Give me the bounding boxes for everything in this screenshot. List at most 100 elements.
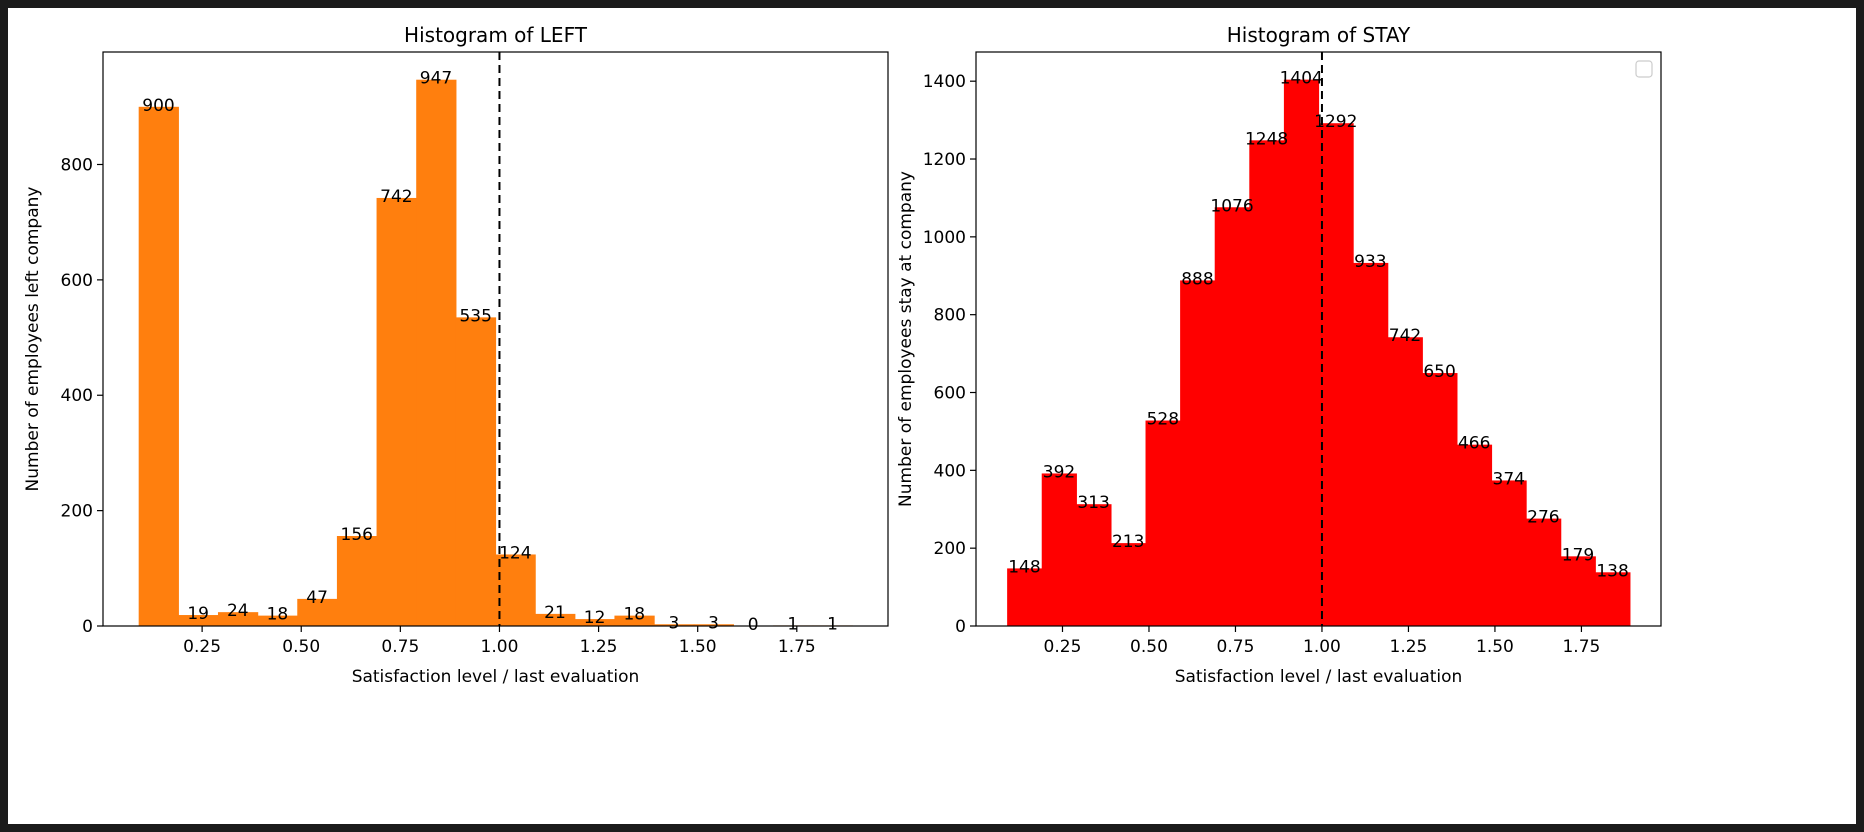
- histogram-bar: [336, 536, 378, 626]
- bar-value-label: 156: [341, 525, 373, 545]
- bar-value-label: 888: [1181, 269, 1213, 289]
- y-axis-label: Number of employees left company: [23, 187, 43, 492]
- histogram-bar: [693, 624, 734, 626]
- bar-value-label: 179: [1562, 545, 1594, 565]
- x-axis-label: Satisfaction level / last evaluation: [1175, 667, 1463, 687]
- chart-title: Histogram of STAY: [1227, 23, 1411, 47]
- legend-box: [1635, 60, 1653, 78]
- histogram-bar: [1560, 556, 1596, 626]
- bar-value-label: 742: [380, 187, 412, 207]
- x-tick-label: 0.25: [183, 637, 221, 657]
- y-tick-label: 400: [934, 461, 966, 481]
- histogram-bar: [1456, 444, 1493, 626]
- bar-value-label: 947: [420, 69, 452, 89]
- bar-value-label: 742: [1389, 326, 1421, 346]
- bar-value-label: 650: [1423, 362, 1455, 382]
- histogram-bar: [1214, 207, 1250, 627]
- bar-value-label: 933: [1354, 252, 1386, 272]
- y-tick-label: 800: [61, 155, 93, 175]
- histogram-bar: [1595, 572, 1631, 626]
- histogram-bar: [1318, 123, 1354, 627]
- histogram-bar: [495, 554, 536, 626]
- histogram-bar: [138, 106, 179, 627]
- bar-value-label: 21: [544, 603, 566, 623]
- histogram-bar: [1353, 262, 1389, 626]
- bar-value-label: 1: [787, 614, 798, 634]
- x-tick-label: 1.25: [1390, 637, 1428, 657]
- histogram-bar: [654, 624, 695, 626]
- plot-frame: [975, 51, 1662, 627]
- bar-value-label: 313: [1077, 493, 1109, 513]
- histogram-bar: [1526, 518, 1562, 626]
- y-tick-label: 200: [61, 502, 93, 522]
- y-tick-label: 400: [61, 386, 93, 406]
- x-tick-label: 0.75: [381, 637, 419, 657]
- histogram-bar: [1041, 473, 1077, 626]
- x-axis-label: Satisfaction level / last evaluation: [352, 667, 640, 687]
- histogram-bar: [455, 317, 497, 626]
- bar-value-label: 0: [748, 615, 759, 635]
- y-tick-label: 800: [934, 306, 966, 326]
- histogram-bar: [1249, 140, 1285, 626]
- x-tick-label: 0.25: [1044, 637, 1082, 657]
- histogram-bar: [1387, 337, 1423, 626]
- y-tick-label: 200: [934, 539, 966, 559]
- x-tick-label: 1.75: [1562, 637, 1600, 657]
- histogram-bar: [1283, 79, 1320, 627]
- x-tick-label: 1.50: [1476, 637, 1514, 657]
- x-tick-label: 1.50: [679, 637, 717, 657]
- chart-title: Histogram of LEFT: [404, 23, 588, 47]
- histogram-bar: [1491, 480, 1527, 626]
- plot-frame: [102, 51, 889, 627]
- bar-value-label: 1: [827, 614, 838, 634]
- bar-value-label: 47: [306, 588, 328, 608]
- histogram-bar: [614, 615, 655, 626]
- histogram-bar: [1110, 543, 1147, 626]
- bar-value-label: 24: [227, 601, 249, 621]
- bar-value-label: 276: [1527, 508, 1559, 528]
- bar-value-label: 3: [708, 613, 719, 633]
- bar-value-label: 1076: [1210, 196, 1253, 216]
- x-tick-label: 0.75: [1217, 637, 1255, 657]
- y-axis-label: Number of employees stay at company: [896, 171, 916, 507]
- bar-value-label: 19: [187, 604, 209, 624]
- x-tick-label: 0.50: [1130, 637, 1168, 657]
- y-tick-label: 1400: [923, 72, 966, 92]
- histogram-figure: 900 19 24 18 47 156 742 947 535 124 21 12 18 3 3 0 1 1 0.2…: [23, 23, 1662, 687]
- chart-panel-1: 900 19 24 18 47 156 742 947 535 124 21 12 18 3 3 0 1 1 0.2…: [23, 23, 889, 687]
- bar-value-label: 213: [1112, 532, 1144, 552]
- bar-value-label: 1292: [1314, 112, 1357, 132]
- x-tick-label: 1.75: [778, 637, 816, 657]
- bar-value-label: 18: [623, 605, 645, 625]
- histogram-bar: [178, 615, 219, 626]
- y-tick-label: 0: [955, 617, 966, 637]
- y-tick-label: 600: [934, 384, 966, 404]
- bar-value-label: 1404: [1280, 69, 1323, 89]
- histogram-bar: [1422, 373, 1458, 626]
- bar-value-label: 535: [459, 306, 491, 326]
- histogram-bar: [416, 79, 457, 627]
- bar-value-label: 528: [1147, 410, 1179, 430]
- bar-value-label: 138: [1596, 561, 1628, 581]
- bar-value-label: 392: [1043, 462, 1075, 482]
- bar-value-label: 148: [1008, 557, 1040, 577]
- x-tick-label: 1.25: [580, 637, 618, 657]
- y-tick-label: 600: [61, 271, 93, 291]
- x-tick-label: 0.50: [282, 637, 320, 657]
- figure: 900 19 24 18 47 156 742 947 535 124 21 12 18 3 3 0 1 1 0.2…: [8, 8, 1856, 824]
- histogram-bar: [1180, 280, 1216, 626]
- histogram-bar: [217, 612, 259, 626]
- y-tick-label: 1200: [923, 150, 966, 170]
- histogram-bar: [257, 615, 298, 626]
- histogram-bar: [1007, 568, 1043, 626]
- bar-value-label: 466: [1458, 434, 1490, 454]
- bar-value-label: 12: [584, 608, 606, 628]
- histogram-bar: [1076, 504, 1112, 626]
- histogram-bar: [297, 598, 338, 626]
- bar-value-label: 1248: [1245, 129, 1288, 149]
- histogram-bar: [376, 197, 417, 626]
- bar-value-label: 3: [668, 613, 679, 633]
- y-tick-label: 0: [82, 617, 93, 637]
- bar-value-label: 124: [499, 543, 531, 563]
